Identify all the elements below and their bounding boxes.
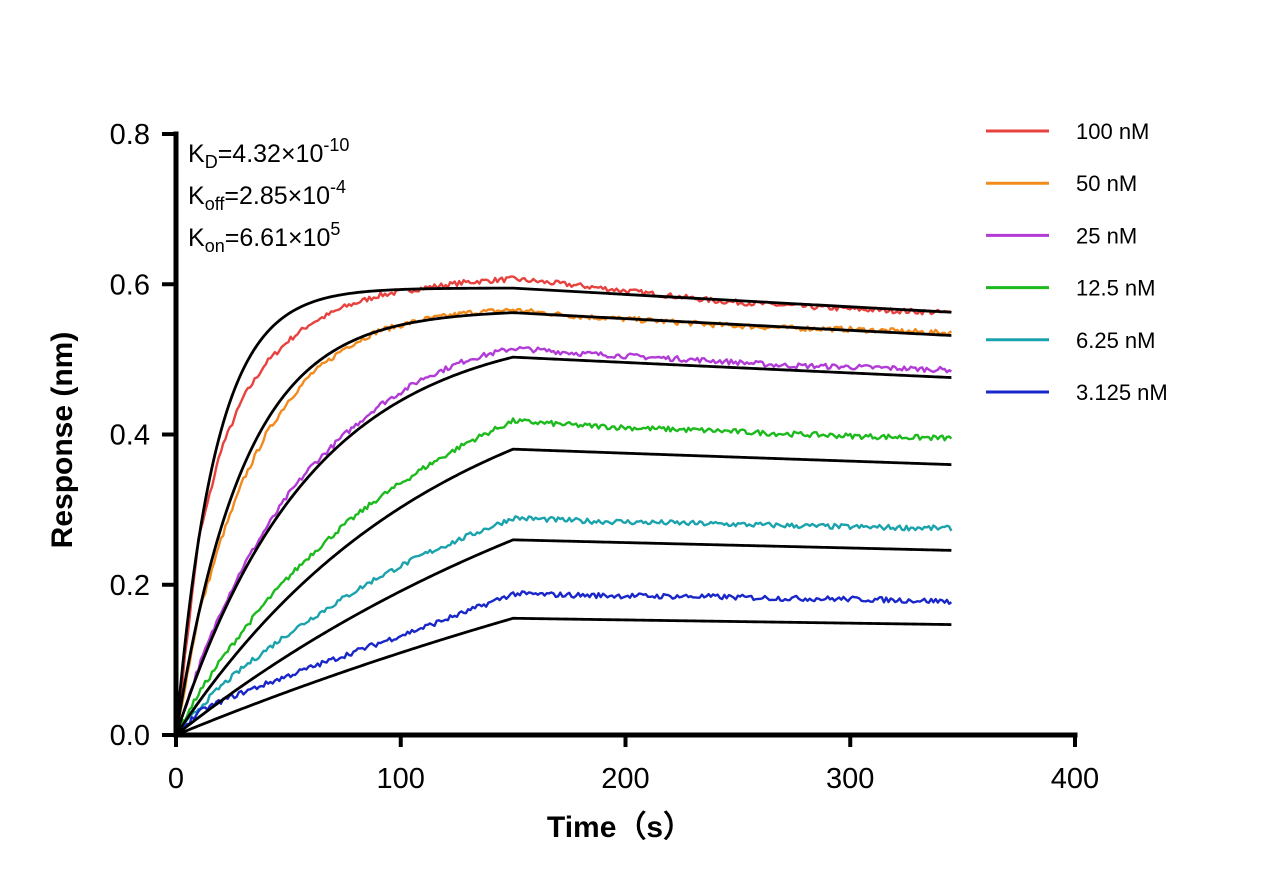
legend: 100 nM 50 nM 25 nM 12.5 nM 6.25 nM 3.125 nM — [986, 119, 1168, 405]
y-axis-title: Response (nm) — [46, 332, 79, 549]
y-tick-label: 0.4 — [110, 420, 150, 452]
legend-label: 12.5 nM — [1076, 276, 1156, 301]
axes: 0 100 200 300 400 0.0 0.2 0.4 0.6 0.8 — [110, 119, 1100, 795]
legend-label: 6.25 nM — [1076, 328, 1156, 353]
kd-value: =4.32×10 — [218, 140, 324, 168]
x-tick-label: 0 — [168, 763, 184, 795]
x-tick-label: 100 — [377, 763, 425, 795]
kd-base: K — [188, 140, 205, 168]
kon-annotation: Kon=6.61×105 — [188, 219, 340, 256]
observed-series-line — [174, 345, 952, 736]
fit-curve-line — [174, 286, 952, 736]
kinetic-constants: KD=4.32×10-10 Koff=2.85×10-4 Kon=6.61×10… — [188, 135, 349, 256]
y-tick-label: 0.6 — [110, 269, 150, 301]
y-tick-label: 0.2 — [110, 570, 150, 602]
kd-annotation: KD=4.32×10-10 — [188, 135, 349, 172]
fit-curve-line — [174, 447, 952, 736]
y-tick-label: 0.8 — [110, 119, 150, 151]
koff-sup: -4 — [330, 177, 346, 197]
observed-series-line — [174, 417, 953, 736]
kd-sub: D — [205, 152, 218, 172]
koff-annotation: Koff=2.85×10-4 — [188, 177, 346, 214]
legend-label: 50 nM — [1076, 171, 1137, 196]
observed-series-line — [175, 515, 953, 736]
kd-sup: -10 — [323, 135, 349, 155]
y-tick-label: 0.0 — [110, 720, 150, 752]
x-tick-label: 400 — [1051, 763, 1099, 795]
legend-label: 3.125 nM — [1076, 380, 1168, 405]
fit-curve-line — [174, 311, 952, 736]
fit-curve-line — [175, 538, 952, 737]
kon-sub: on — [205, 236, 225, 256]
fit-curve-line — [174, 355, 952, 736]
kon-base: K — [188, 224, 205, 252]
observed-series-line — [174, 275, 952, 736]
fit-curve-line — [175, 616, 952, 737]
kon-sup: 5 — [330, 219, 340, 239]
kon-value: =6.61×10 — [225, 224, 331, 252]
legend-label: 100 nM — [1076, 119, 1149, 144]
koff-value: =2.85×10 — [224, 182, 330, 210]
x-tick-label: 300 — [826, 763, 874, 795]
legend-label: 25 nM — [1076, 223, 1137, 248]
x-tick-label: 200 — [601, 763, 649, 795]
fit-layer — [174, 286, 952, 737]
observed-series-line — [175, 590, 953, 736]
koff-sub: off — [205, 194, 226, 214]
koff-base: K — [188, 182, 205, 210]
x-axis-title: Time（s） — [547, 810, 693, 844]
series-layer — [174, 275, 953, 736]
